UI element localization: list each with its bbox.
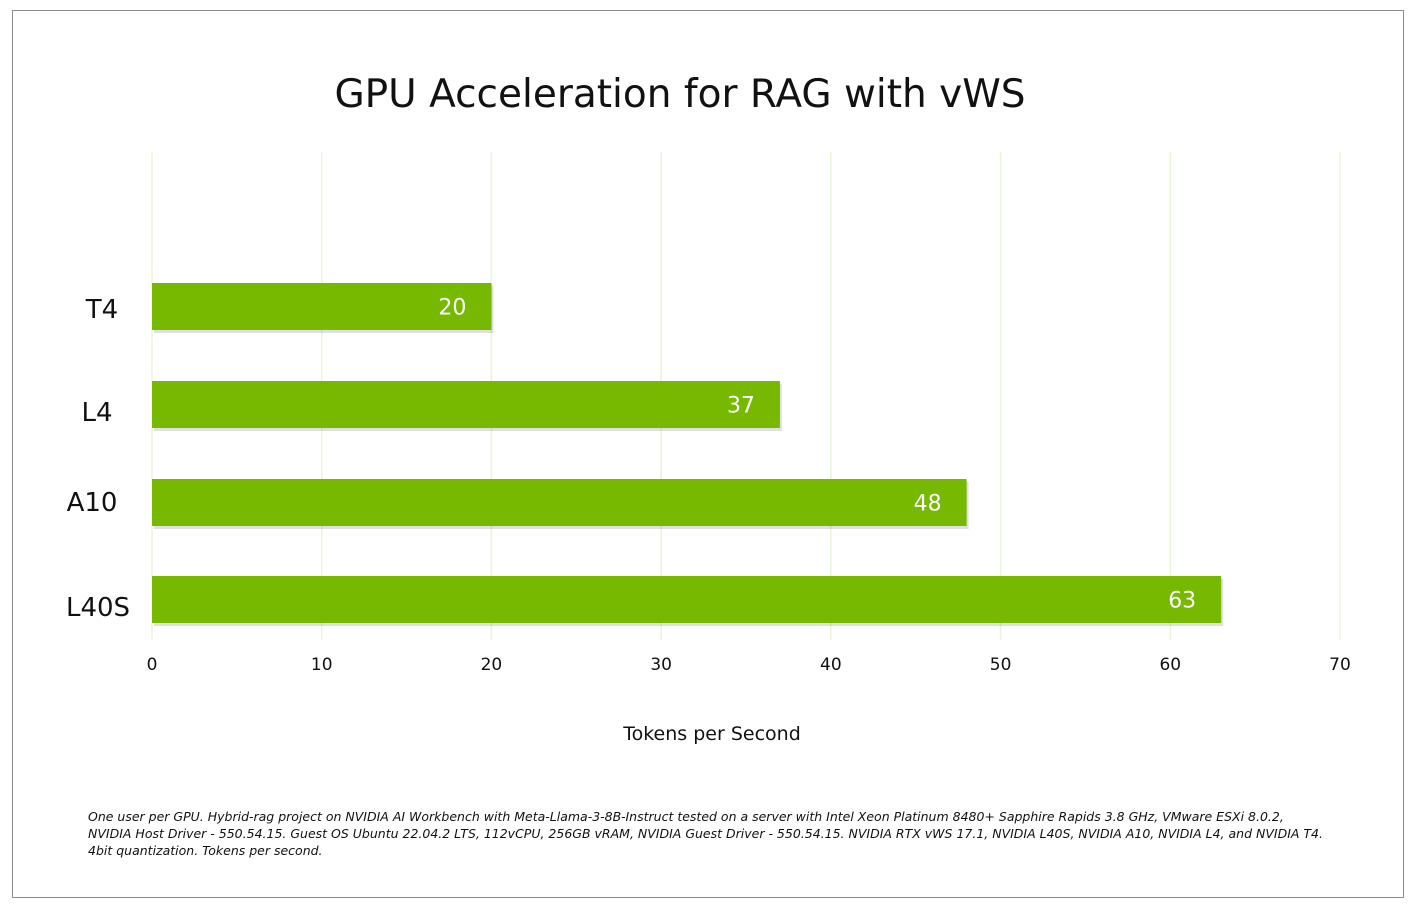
data-label: 63: [1168, 589, 1196, 614]
data-label: 37: [727, 394, 755, 419]
category-label: L40S: [66, 593, 130, 623]
x-tick-label: 60: [1159, 655, 1181, 675]
bar-a10: [152, 479, 967, 526]
x-tick-label: 30: [650, 655, 672, 675]
bar-chart: 20 37 48 63 T4 L4 A10 L40S 0 10 20 30 40 50 60 70 Tok…: [66, 152, 1351, 745]
x-axis-label: Tokens per Second: [622, 723, 801, 745]
x-tick-label: 70: [1329, 655, 1351, 675]
chart-title: GPU Acceleration for RAG with vWS: [334, 72, 1026, 117]
x-tick-label: 10: [311, 655, 333, 675]
x-tick-label: 0: [147, 655, 158, 675]
chart-frame: [12, 10, 1404, 898]
bar-l40s: [152, 576, 1222, 623]
category-label: T4: [85, 295, 118, 325]
x-tick-label: 50: [990, 655, 1012, 675]
category-label: A10: [67, 488, 118, 518]
x-tick-label: 40: [820, 655, 842, 675]
bar-t4: [152, 283, 492, 330]
category-label: L4: [81, 398, 112, 428]
bar-l4: [152, 381, 780, 428]
data-labels: 20 37 48 63: [438, 296, 1196, 614]
category-labels: T4 L4 A10 L40S: [66, 295, 130, 623]
x-tick-labels: 0 10 20 30 40 50 60 70: [147, 655, 1351, 675]
data-label: 48: [914, 492, 942, 517]
data-label: 20: [438, 296, 466, 321]
bars: [152, 283, 1224, 626]
footnote: One user per GPU. Hybrid-rag project on …: [88, 809, 1323, 858]
x-tick-label: 20: [481, 655, 503, 675]
